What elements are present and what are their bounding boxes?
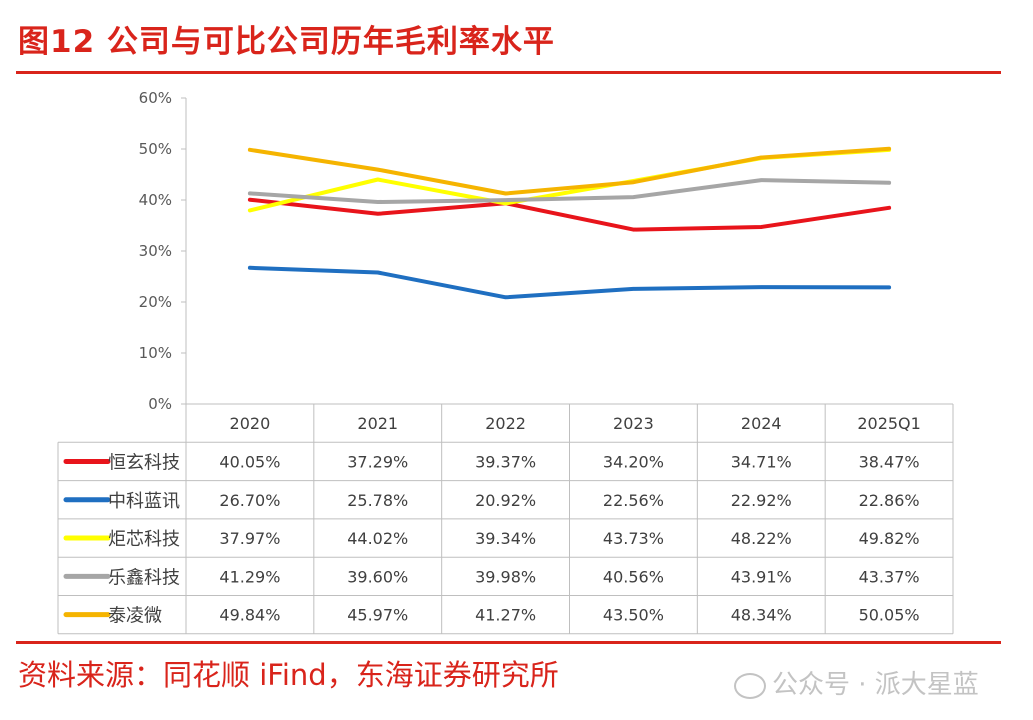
figure-title: 图12 公司与可比公司历年毛利率水平: [18, 24, 555, 60]
data-label: 43.91%: [731, 567, 792, 586]
legend-label: 乐鑫科技: [108, 567, 180, 588]
data-label: 44.02%: [347, 529, 408, 548]
legend-label: 炬芯科技: [108, 529, 180, 550]
y-tick-label: 30%: [139, 242, 172, 260]
data-label: 40.56%: [603, 567, 664, 586]
x-tick-label: 2022: [485, 414, 526, 433]
data-label: 43.73%: [603, 529, 664, 548]
data-label: 39.34%: [475, 529, 536, 548]
wechat-icon: [734, 672, 766, 699]
data-label: 22.56%: [603, 491, 664, 510]
data-label: 48.22%: [731, 529, 792, 548]
data-label: 49.82%: [859, 529, 920, 548]
data-label: 45.97%: [347, 606, 408, 625]
data-label: 37.29%: [347, 452, 408, 471]
y-tick-label: 60%: [139, 89, 172, 107]
watermark: 公众号 · 派大星蓝: [734, 664, 979, 701]
data-label: 25.78%: [347, 491, 408, 510]
series-line-5: [247, 146, 892, 196]
source-rule: [16, 641, 1001, 644]
data-label: 20.92%: [475, 491, 536, 510]
data-label: 39.60%: [347, 567, 408, 586]
data-label: 22.92%: [731, 491, 792, 510]
line-chart: 0% 10% 20% 30% 40% 50% 60% 2020 2021 2022 2023 2024…: [57, 89, 954, 635]
data-label: 40.05%: [219, 452, 280, 471]
x-tick-label: 2025Q1: [857, 414, 921, 433]
data-label: 43.50%: [603, 606, 664, 625]
data-label: 34.71%: [731, 452, 792, 471]
x-tick-label: 2020: [230, 414, 271, 433]
data-label: 39.37%: [475, 452, 536, 471]
legend-label: 恒玄科技: [108, 452, 180, 473]
data-label: 22.86%: [859, 491, 920, 510]
x-tick-label: 2021: [357, 414, 398, 433]
watermark-text: 公众号 · 派大星蓝: [772, 670, 979, 700]
series-line-4: [247, 178, 892, 204]
data-label: 34.20%: [603, 452, 664, 471]
data-label: 49.84%: [219, 606, 280, 625]
y-tick-label: 0%: [148, 395, 172, 413]
x-tick-label: 2023: [613, 414, 654, 433]
y-tick-label: 10%: [139, 344, 172, 362]
legend-label: 泰凌微: [108, 606, 162, 627]
y-tick-label: 20%: [139, 293, 172, 311]
y-tick-label: 50%: [139, 140, 172, 158]
data-label: 26.70%: [219, 491, 280, 510]
y-tick-label: 40%: [139, 191, 172, 209]
series-line-1: [247, 197, 892, 232]
source-note: 资料来源：同花顺 iFind，东海证券研究所: [18, 658, 559, 692]
data-label: 38.47%: [859, 452, 920, 471]
data-label: 37.97%: [219, 529, 280, 548]
data-label: 48.34%: [731, 606, 792, 625]
series-line-2: [247, 265, 892, 300]
title-rule: [16, 71, 1001, 74]
data-label: 43.37%: [859, 567, 920, 586]
legend-label: 中科蓝讯: [108, 491, 180, 512]
data-label: 41.29%: [219, 567, 280, 586]
data-label: 50.05%: [859, 606, 920, 625]
data-label: 41.27%: [475, 606, 536, 625]
data-label: 39.98%: [475, 567, 536, 586]
x-tick-label: 2024: [741, 414, 782, 433]
